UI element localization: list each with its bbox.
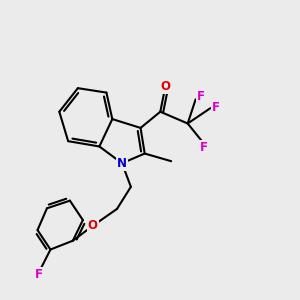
Text: F: F: [197, 91, 205, 103]
Text: F: F: [212, 101, 220, 114]
Text: F: F: [35, 268, 43, 281]
Text: O: O: [160, 80, 170, 93]
Text: F: F: [200, 141, 208, 154]
Text: O: O: [88, 220, 98, 232]
Text: N: N: [117, 157, 127, 170]
